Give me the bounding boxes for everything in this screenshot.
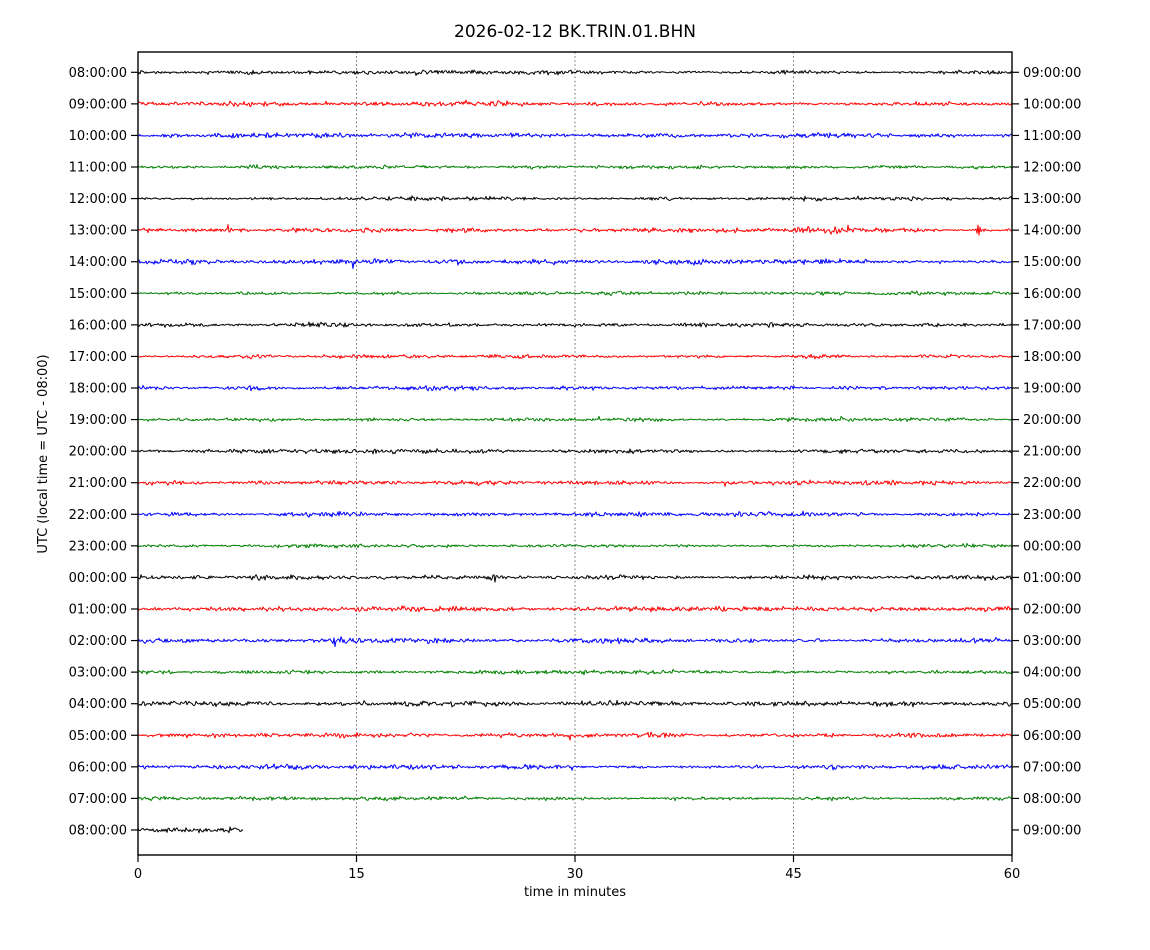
seismic-trace-row-20 xyxy=(137,699,1012,708)
seismic-trace-row-2 xyxy=(137,132,1013,139)
local-tick-label: 18:00:00 xyxy=(1023,350,1081,365)
x-axis-label: time in minutes xyxy=(524,885,626,900)
local-tick-label: 22:00:00 xyxy=(1023,476,1081,491)
seismic-trace-row-8 xyxy=(137,321,1013,328)
local-tick-label: 17:00:00 xyxy=(1023,318,1081,333)
seismic-trace-row-12 xyxy=(137,448,1013,455)
seismic-trace-row-17 xyxy=(137,605,1013,613)
tick-layer: 0 15 30 45 60 08:00:00 09:00:00 09:00:00 10:00:0… xyxy=(69,66,1082,882)
utc-tick-label: 22:00:00 xyxy=(69,508,127,523)
utc-tick-label: 07:00:00 xyxy=(69,792,127,807)
seismic-trace-row-11 xyxy=(137,415,1013,423)
utc-tick-label: 06:00:00 xyxy=(69,760,127,775)
local-tick-label: 16:00:00 xyxy=(1023,287,1081,302)
utc-tick-label: 14:00:00 xyxy=(69,255,127,270)
local-tick-label: 15:00:00 xyxy=(1023,255,1081,270)
local-tick-label: 20:00:00 xyxy=(1023,413,1081,428)
utc-tick-label: 10:00:00 xyxy=(69,129,127,144)
utc-tick-label: 08:00:00 xyxy=(69,823,127,838)
utc-tick-label: 21:00:00 xyxy=(69,476,127,491)
seismic-trace-row-24 xyxy=(137,826,244,834)
utc-tick-label: 11:00:00 xyxy=(69,161,127,176)
seismic-trace-row-10 xyxy=(137,385,1013,392)
seismic-trace-row-15 xyxy=(137,542,1013,549)
utc-tick-label: 20:00:00 xyxy=(69,445,127,460)
local-tick-label: 10:00:00 xyxy=(1023,97,1081,112)
seismic-trace-row-13 xyxy=(137,479,1013,487)
utc-tick-label: 18:00:00 xyxy=(69,382,127,397)
utc-tick-label: 23:00:00 xyxy=(69,539,127,554)
local-tick-label: 04:00:00 xyxy=(1023,666,1081,681)
x-tick-label: 0 xyxy=(134,867,142,882)
local-tick-label: 19:00:00 xyxy=(1023,382,1081,397)
seismic-trace-row-16 xyxy=(137,574,1013,583)
local-tick-label: 07:00:00 xyxy=(1023,760,1081,775)
utc-tick-label: 19:00:00 xyxy=(69,413,127,428)
seismic-trace-row-0 xyxy=(137,69,1013,76)
trace-layer xyxy=(137,69,1013,834)
local-tick-label: 08:00:00 xyxy=(1023,792,1081,807)
seismic-trace-row-5 xyxy=(137,224,1013,236)
local-tick-label: 05:00:00 xyxy=(1023,697,1081,712)
seismic-trace-row-9 xyxy=(137,353,1013,360)
utc-tick-label: 13:00:00 xyxy=(69,224,127,239)
plot-frame xyxy=(137,51,1013,856)
seismic-trace-row-4 xyxy=(137,195,1013,202)
utc-tick-label: 09:00:00 xyxy=(69,97,127,112)
local-tick-label: 06:00:00 xyxy=(1023,729,1081,744)
local-tick-label: 23:00:00 xyxy=(1023,508,1081,523)
y-axis-label: UTC (local time = UTC - 08:00) xyxy=(36,354,51,553)
utc-tick-label: 01:00:00 xyxy=(69,602,127,617)
utc-tick-label: 02:00:00 xyxy=(69,634,127,649)
local-tick-label: 13:00:00 xyxy=(1023,192,1081,207)
local-tick-label: 14:00:00 xyxy=(1023,224,1081,239)
local-tick-label: 21:00:00 xyxy=(1023,445,1081,460)
seismic-trace-row-6 xyxy=(137,258,1013,270)
local-tick-label: 12:00:00 xyxy=(1023,161,1081,176)
local-tick-label: 02:00:00 xyxy=(1023,602,1081,617)
seismic-trace-row-7 xyxy=(137,290,1013,297)
x-tick-label: 30 xyxy=(567,867,584,882)
local-tick-label: 09:00:00 xyxy=(1023,66,1081,81)
utc-tick-label: 08:00:00 xyxy=(69,66,127,81)
utc-tick-label: 05:00:00 xyxy=(69,729,127,744)
local-tick-label: 09:00:00 xyxy=(1023,823,1081,838)
local-tick-label: 00:00:00 xyxy=(1023,539,1081,554)
chart-title: 2026-02-12 BK.TRIN.01.BHN xyxy=(454,22,696,42)
utc-tick-label: 15:00:00 xyxy=(69,287,127,302)
utc-tick-label: 12:00:00 xyxy=(69,192,127,207)
utc-tick-label: 00:00:00 xyxy=(69,571,127,586)
seismic-trace-row-19 xyxy=(137,668,1013,676)
utc-tick-label: 03:00:00 xyxy=(69,666,127,681)
utc-tick-label: 04:00:00 xyxy=(69,697,127,712)
seismic-trace-row-23 xyxy=(137,795,1013,802)
local-tick-label: 11:00:00 xyxy=(1023,129,1081,144)
x-tick-label: 15 xyxy=(348,867,365,882)
utc-tick-label: 17:00:00 xyxy=(69,350,127,365)
seismic-trace-row-22 xyxy=(137,763,1013,771)
seismic-trace-row-18 xyxy=(137,636,1013,648)
local-tick-label: 03:00:00 xyxy=(1023,634,1081,649)
seismic-trace-row-21 xyxy=(137,731,1013,741)
x-tick-label: 45 xyxy=(785,867,802,882)
grid-layer xyxy=(356,52,794,855)
seismic-trace-row-3 xyxy=(137,164,1013,170)
x-tick-label: 60 xyxy=(1004,867,1021,882)
local-tick-label: 01:00:00 xyxy=(1023,571,1081,586)
seismic-trace-row-14 xyxy=(137,510,1013,518)
seismic-trace-row-1 xyxy=(137,99,1013,108)
utc-tick-label: 16:00:00 xyxy=(69,318,127,333)
